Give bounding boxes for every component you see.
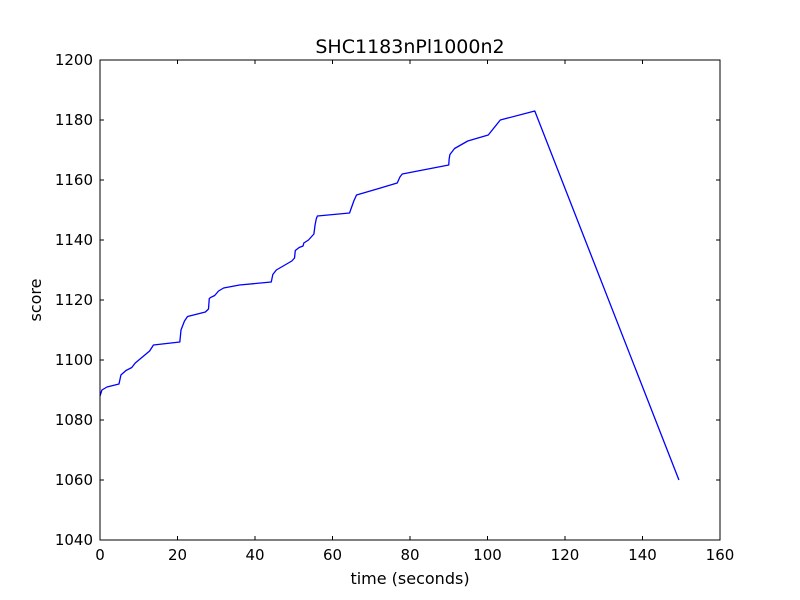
x-axis-title: time (seconds) <box>350 569 469 588</box>
y-tick-label: 1120 <box>55 291 93 309</box>
y-tick-label: 1060 <box>55 471 93 489</box>
y-tick-label: 1180 <box>55 111 93 129</box>
chart-title: SHC1183nPl1000n2 <box>315 36 504 58</box>
y-axis-ticks: 1040 1060 1080 1100 1120 1140 1160 1180 1200 <box>55 51 720 549</box>
x-tick-label: 60 <box>323 546 342 564</box>
x-tick-label: 100 <box>473 546 502 564</box>
x-tick-label: 0 <box>95 546 105 564</box>
x-axis-ticks: 0 20 40 60 80 100 120 140 160 <box>95 60 734 564</box>
series-line <box>99 110 680 481</box>
x-tick-label: 20 <box>168 546 187 564</box>
x-tick-label: 80 <box>400 546 419 564</box>
y-tick-label: 1100 <box>55 351 93 369</box>
x-tick-label: 120 <box>551 546 580 564</box>
y-tick-label: 1140 <box>55 231 93 249</box>
x-tick-label: 160 <box>706 546 735 564</box>
x-tick-label: 40 <box>245 546 264 564</box>
y-tick-label: 1080 <box>55 411 93 429</box>
y-axis-title: score <box>26 279 45 322</box>
x-tick-label: 140 <box>628 546 657 564</box>
y-tick-label: 1040 <box>55 531 93 549</box>
plot-layer <box>99 110 680 481</box>
y-tick-label: 1200 <box>55 51 93 69</box>
y-tick-label: 1160 <box>55 171 93 189</box>
